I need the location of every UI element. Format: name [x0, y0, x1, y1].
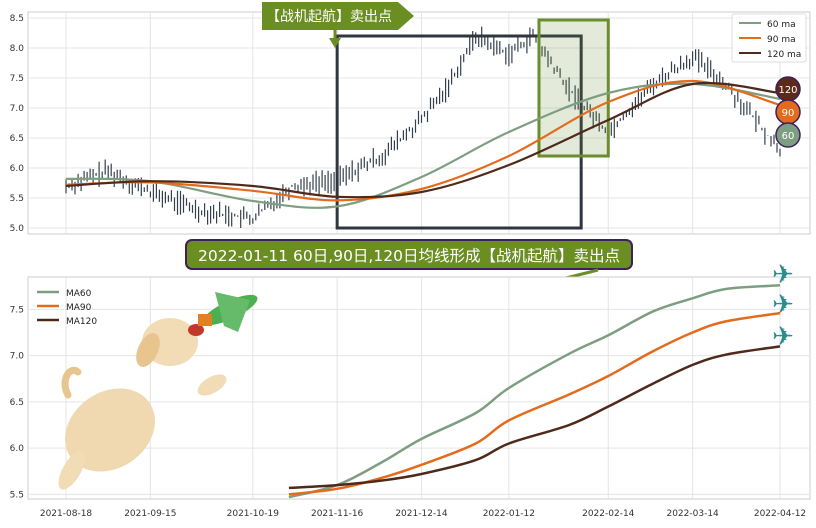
toy-plane-wing: [215, 292, 250, 332]
badge-60-label: 60: [782, 131, 795, 142]
bottom-xtick-label: 2021-10-19: [227, 509, 280, 519]
top-callout-arrow-head: [329, 38, 341, 48]
signal-banner-text: 2022-01-11 60日,90日,120日均线形成【战机起航】卖出点: [198, 247, 620, 265]
dog-body: [65, 388, 155, 472]
bottom-xtick-label: 2021-11-16: [311, 509, 364, 519]
bottom-xtick-label: 2022-03-14: [666, 509, 719, 519]
bottom-xtick-label: 2021-08-18: [40, 509, 93, 519]
top-ytick-label: 8.5: [10, 14, 24, 24]
bottom-xtick-label: 2022-01-12: [483, 509, 535, 519]
top-legend: 60 ma 90 ma 120 ma: [731, 13, 807, 63]
plane-icon-ma60: ✈: [772, 260, 794, 290]
bottom-panel: 5.56.06.57.07.5 2021-08-18 2021-09-15 2021…: [10, 260, 811, 519]
top-callout-text: 【战机起航】卖出点: [266, 9, 392, 25]
bottom-ytick-label: 7.5: [10, 305, 24, 315]
top-ma-lines: [65, 79, 781, 209]
top-y-axis: 5.0 5.5 6.0 6.5 7.0 7.5 8.0 8.5: [10, 14, 25, 234]
dog-mouth: [188, 324, 204, 336]
toy-plane-icon: [198, 292, 258, 332]
top-callout: 【战机起航】卖出点: [262, 2, 414, 48]
top-ytick-label: 5.5: [10, 194, 24, 204]
legend-label-120ma: 120 ma: [767, 50, 801, 60]
ma-badges: 120 90 60: [775, 76, 801, 148]
top-panel: 5.0 5.5 6.0 6.5 7.0 7.5 8.0 8.5 60 ma 90 ma 120…: [10, 2, 811, 235]
bottom-ytick-label: 5.5: [10, 490, 24, 500]
top-ytick-label: 8.0: [10, 44, 25, 54]
bottom-xtick-label: 2022-02-14: [582, 509, 635, 519]
legend-label-ma60: MA60: [66, 289, 92, 299]
bottom-xtick-label: 2022-04-12: [754, 509, 806, 519]
plane-icon-ma120: ✈: [772, 322, 794, 352]
plane-icons: ✈ ✈ ✈: [772, 260, 794, 352]
bottom-xtick-label: 2021-09-15: [124, 509, 176, 519]
legend-label-90ma: 90 ma: [767, 35, 796, 45]
top-callout-shape: [262, 2, 414, 30]
badge-60: [775, 122, 801, 148]
bottom-series-MA90: [288, 311, 781, 496]
badge-90-label: 90: [782, 108, 795, 119]
bottom-ytick-label: 7.0: [10, 352, 25, 362]
top-ytick-label: 6.0: [10, 164, 25, 174]
top-ytick-label: 7.5: [10, 74, 24, 84]
top-series-120-ma: [65, 81, 781, 199]
dog-with-plane-illustration: [58, 292, 258, 490]
legend-label-ma90: MA90: [66, 303, 92, 313]
bottom-series-MA60: [288, 284, 781, 499]
top-ytick-label: 6.5: [10, 134, 24, 144]
bottom-ma-lines: [288, 284, 781, 499]
dog-front-paw: [197, 374, 227, 396]
plane-icon-ma90: ✈: [772, 290, 794, 320]
badge-120-label: 120: [778, 85, 797, 96]
bottom-xtick-label: 2021-12-14: [395, 509, 448, 519]
legend-label-60ma: 60 ma: [767, 20, 796, 30]
top-legend-box: [731, 13, 807, 63]
dog-ear: [136, 333, 160, 367]
price-series: [65, 26, 781, 228]
bottom-y-axis: 5.5 6.0 6.5 7.0 7.5: [10, 305, 25, 500]
bottom-ytick-label: 6.0: [10, 444, 25, 454]
bottom-legend: MA60 MA90 MA120: [37, 289, 97, 327]
top-series-90-ma: [65, 79, 781, 202]
top-ytick-label: 5.0: [10, 224, 25, 234]
bottom-x-axis: 2021-08-18 2021-09-15 2021-10-19 2021-11-16…: [40, 509, 806, 519]
dog-back-leg: [58, 450, 86, 490]
bottom-ytick-label: 6.5: [10, 398, 24, 408]
bottom-series-MA120: [288, 345, 781, 490]
bottom-plot-area: [27, 276, 811, 500]
signal-banner-box: [185, 239, 633, 270]
legend-label-ma120: MA120: [66, 317, 97, 327]
price-candles: [65, 26, 781, 228]
toy-plane-nose: [198, 314, 212, 326]
top-ytick-label: 7.0: [10, 104, 25, 114]
dog-tail: [61, 366, 82, 399]
